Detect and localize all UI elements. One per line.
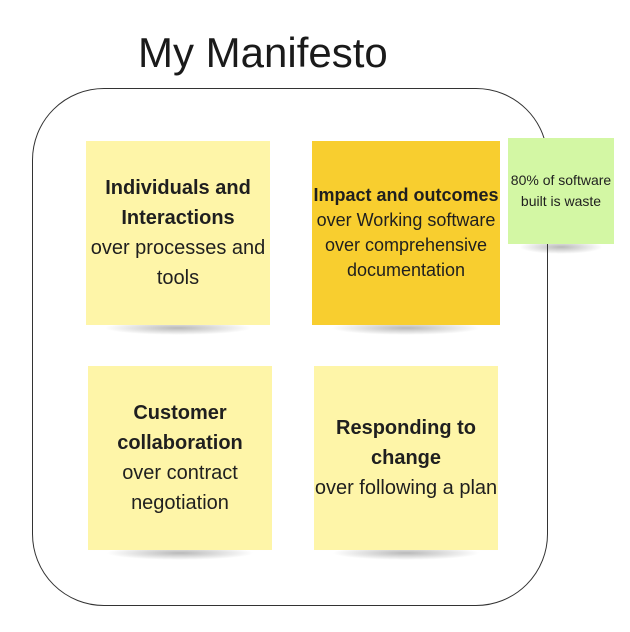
note-text: Customer collaboration over contract neg… [88,398,272,518]
note-bold-text: Impact and outcomes [313,185,499,205]
note-bold-text: Responding to change [336,417,476,469]
sticky-note-waste[interactable]: 80% of software built is waste [508,138,614,254]
note-text: Responding to change over following a pl… [314,413,498,503]
note-text: 80% of software built is waste [510,172,612,209]
board-title: My Manifesto [138,29,388,76]
note-rest-text: over Working software over comprehensive… [316,210,496,280]
note-text: Impact and outcomes over Working softwar… [312,183,500,283]
manifesto-frame [32,88,548,606]
note-rest-text: over processes and tools [90,237,266,289]
note-rest-text: over contract negotiation [122,462,238,514]
sticky-note-individuals[interactable]: Individuals and Interactions over proces… [86,141,270,335]
note-bold-text: Individuals and Interactions [105,177,251,229]
sticky-note-customer[interactable]: Customer collaboration over contract neg… [88,366,272,560]
note-bold-text: Customer collaboration [117,402,243,454]
sticky-note-impact[interactable]: Impact and outcomes over Working softwar… [312,141,500,335]
sticky-note-responding[interactable]: Responding to change over following a pl… [314,366,498,560]
note-rest-text: over following a plan [314,477,498,499]
note-text: Individuals and Interactions over proces… [86,173,270,293]
